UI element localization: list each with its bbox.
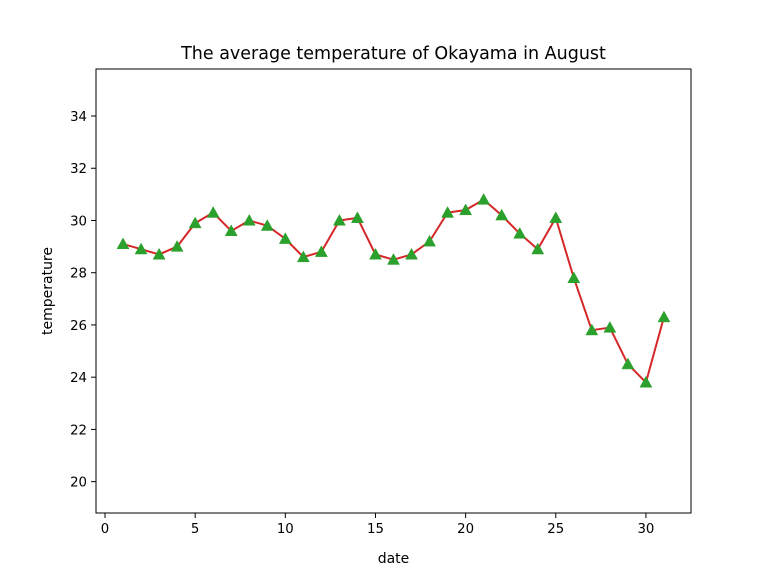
data-point bbox=[351, 211, 364, 223]
plot-area bbox=[95, 68, 692, 514]
x-tick-label: 20 bbox=[457, 522, 474, 537]
y-tick-label: 24 bbox=[70, 371, 87, 386]
data-point bbox=[405, 247, 418, 260]
data-point bbox=[531, 242, 545, 255]
data-point bbox=[477, 193, 491, 205]
y-tick-label: 34 bbox=[70, 110, 87, 125]
x-tick-label: 25 bbox=[547, 522, 564, 537]
data-point bbox=[459, 203, 473, 216]
data-point bbox=[332, 213, 346, 226]
plot-frame bbox=[95, 68, 692, 514]
data-point bbox=[621, 357, 635, 370]
x-tick-label: 15 bbox=[367, 522, 384, 537]
data-point bbox=[603, 321, 617, 333]
data-point bbox=[152, 247, 166, 260]
y-tick-label: 32 bbox=[70, 162, 87, 177]
y-tick-label: 22 bbox=[70, 423, 87, 438]
data-point bbox=[495, 208, 509, 221]
chart-title: The average temperature of Okayama in Au… bbox=[180, 44, 606, 64]
data-point bbox=[242, 213, 256, 226]
data-point bbox=[513, 227, 527, 239]
x-axis-label: date bbox=[378, 551, 410, 567]
y-tick-label: 30 bbox=[70, 214, 87, 229]
y-tick-label: 26 bbox=[70, 319, 87, 334]
x-tick-label: 10 bbox=[277, 522, 294, 537]
series-temperature bbox=[116, 193, 671, 388]
data-point bbox=[260, 219, 274, 231]
y-tick-label: 28 bbox=[70, 267, 87, 282]
data-point bbox=[387, 253, 400, 265]
data-point bbox=[116, 237, 130, 250]
data-point bbox=[423, 234, 436, 247]
data-point bbox=[585, 323, 599, 336]
y-axis: 20 22 24 26 28 30 32 34 bbox=[70, 110, 96, 491]
y-tick-label: 20 bbox=[70, 476, 87, 491]
y-axis-label: temperature bbox=[40, 247, 56, 335]
data-point bbox=[206, 206, 220, 218]
data-point bbox=[567, 271, 581, 283]
data-point bbox=[314, 245, 328, 257]
data-point bbox=[369, 247, 382, 260]
x-axis: 0 5 10 15 20 25 30 bbox=[101, 513, 654, 537]
data-point bbox=[188, 216, 202, 229]
data-point bbox=[441, 206, 455, 218]
data-point bbox=[278, 232, 292, 244]
data-point bbox=[657, 310, 671, 323]
data-point bbox=[549, 211, 563, 223]
data-point bbox=[639, 375, 653, 388]
data-point bbox=[224, 224, 238, 236]
data-point bbox=[296, 250, 310, 263]
x-tick-label: 5 bbox=[191, 522, 199, 537]
data-point bbox=[134, 242, 148, 255]
data-point bbox=[170, 240, 184, 252]
x-tick-label: 30 bbox=[637, 522, 654, 537]
x-tick-label: 0 bbox=[101, 522, 109, 537]
